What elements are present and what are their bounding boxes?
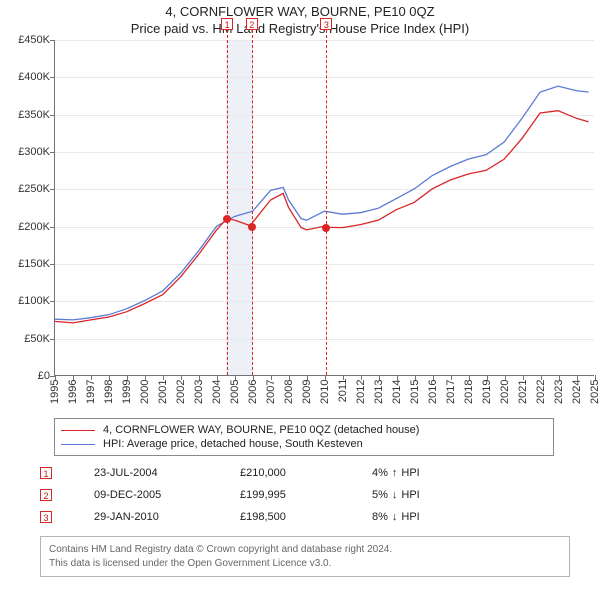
sale-date: 29-JAN-2010: [94, 511, 240, 523]
x-axis-label: 2017: [445, 379, 457, 403]
chart-lines: [55, 40, 594, 375]
x-axis-label: 2010: [319, 379, 331, 403]
y-tick: [50, 189, 55, 190]
sale-row: 3 29-JAN-2010 £198,500 8% ↓ HPI: [40, 506, 462, 528]
y-axis-label: £150K: [4, 258, 50, 270]
y-axis-label: £250K: [4, 183, 50, 195]
x-axis-label: 2009: [301, 379, 313, 403]
sale-price: £199,995: [240, 489, 372, 501]
sale-row: 2 09-DEC-2005 £199,995 5% ↓ HPI: [40, 484, 462, 506]
y-axis-label: £350K: [4, 109, 50, 121]
sales-table: 1 23-JUL-2004 £210,000 4% ↑ HPI 2 09-DEC…: [40, 462, 462, 528]
attribution-line: Contains HM Land Registry data © Crown c…: [49, 543, 561, 557]
x-axis-label: 2008: [283, 379, 295, 403]
sale-date: 23-JUL-2004: [94, 467, 240, 479]
x-axis-label: 2018: [463, 379, 475, 403]
series-hpi: [55, 86, 589, 320]
legend-item-hpi: HPI: Average price, detached house, Sout…: [55, 437, 553, 451]
y-axis-label: £0: [4, 370, 50, 382]
x-axis-label: 2011: [337, 379, 349, 403]
y-tick: [50, 40, 55, 41]
sale-marker-box: 2: [246, 18, 258, 30]
x-axis-label: 2022: [535, 379, 547, 403]
chart: 1995 1996 1997 1998 1999 2000 2001 2002 2003 2004…: [0, 40, 600, 410]
sale-marker-vline: [252, 30, 253, 375]
address-title: 4, CORNFLOWER WAY, BOURNE, PE10 0QZ: [0, 4, 600, 19]
y-axis-label: £200K: [4, 221, 50, 233]
sale-diff: 4% ↑ HPI: [372, 467, 462, 479]
y-tick: [50, 115, 55, 116]
x-axis-label: 2024: [571, 379, 583, 403]
x-axis-label: 2025: [589, 379, 600, 403]
legend: 4, CORNFLOWER WAY, BOURNE, PE10 0QZ (det…: [54, 418, 554, 456]
x-axis-label: 2021: [517, 379, 529, 403]
x-axis-label: 2000: [139, 379, 151, 403]
page: 4, CORNFLOWER WAY, BOURNE, PE10 0QZ Pric…: [0, 0, 600, 590]
sale-marker-box: 1: [221, 18, 233, 30]
legend-item-property: 4, CORNFLOWER WAY, BOURNE, PE10 0QZ (det…: [55, 423, 553, 437]
arrow-up-icon: ↑: [392, 467, 398, 479]
y-axis-label: £300K: [4, 146, 50, 158]
series-property: [55, 111, 589, 323]
sale-date: 09-DEC-2005: [94, 489, 240, 501]
x-axis-label: 2015: [409, 379, 421, 403]
x-axis-label: 2019: [481, 379, 493, 403]
sale-marker-box: 3: [320, 18, 332, 30]
sale-marker-box: 3: [40, 511, 52, 523]
sale-point-icon: [223, 215, 231, 223]
x-axis-label: 2006: [247, 379, 259, 403]
x-axis-label: 2016: [427, 379, 439, 403]
y-axis-label: £100K: [4, 295, 50, 307]
x-axis-label: 1998: [103, 379, 115, 403]
sale-point-icon: [322, 224, 330, 232]
sale-marker-vline: [227, 30, 228, 375]
x-axis-label: 2001: [157, 379, 169, 403]
y-tick: [50, 227, 55, 228]
title-block: 4, CORNFLOWER WAY, BOURNE, PE10 0QZ Pric…: [0, 0, 600, 36]
x-axis-label: 1997: [85, 379, 97, 403]
y-tick: [50, 301, 55, 302]
sale-row: 1 23-JUL-2004 £210,000 4% ↑ HPI: [40, 462, 462, 484]
arrow-down-icon: ↓: [392, 511, 398, 523]
x-axis-label: 2002: [175, 379, 187, 403]
y-tick: [50, 264, 55, 265]
sale-point-icon: [248, 223, 256, 231]
x-axis-label: 2014: [391, 379, 403, 403]
x-axis-label: 2007: [265, 379, 277, 403]
sale-marker-box: 2: [40, 489, 52, 501]
sale-price: £198,500: [240, 511, 372, 523]
y-axis-label: £450K: [4, 34, 50, 46]
plot-area: 1995199619971998199920002001200220032004…: [54, 40, 594, 376]
y-axis-label: £400K: [4, 71, 50, 83]
sale-marker-vline: [326, 30, 327, 375]
sale-diff: 5% ↓ HPI: [372, 489, 462, 501]
legend-swatch: [61, 444, 95, 445]
x-axis-label: 2013: [373, 379, 385, 403]
y-tick: [50, 339, 55, 340]
x-axis-label: 2012: [355, 379, 367, 403]
attribution-line: This data is licensed under the Open Gov…: [49, 557, 561, 571]
x-axis-label: 1995: [49, 379, 61, 403]
x-axis-label: 1996: [67, 379, 79, 403]
x-axis-label: 2020: [499, 379, 511, 403]
x-axis-label: 2005: [229, 379, 241, 403]
legend-swatch: [61, 430, 95, 431]
sale-diff: 8% ↓ HPI: [372, 511, 462, 523]
y-tick: [50, 152, 55, 153]
sale-price: £210,000: [240, 467, 372, 479]
attribution-box: Contains HM Land Registry data © Crown c…: [40, 536, 570, 577]
legend-label: HPI: Average price, detached house, Sout…: [103, 438, 363, 450]
legend-label: 4, CORNFLOWER WAY, BOURNE, PE10 0QZ (det…: [103, 424, 419, 436]
subtitle: Price paid vs. HM Land Registry's House …: [0, 21, 600, 36]
x-axis-label: 1999: [121, 379, 133, 403]
sale-marker-box: 1: [40, 467, 52, 479]
y-tick: [50, 77, 55, 78]
x-axis-label: 2003: [193, 379, 205, 403]
arrow-down-icon: ↓: [392, 489, 398, 501]
x-axis-label: 2023: [553, 379, 565, 403]
x-axis-label: 2004: [211, 379, 223, 403]
y-axis-label: £50K: [4, 333, 50, 345]
